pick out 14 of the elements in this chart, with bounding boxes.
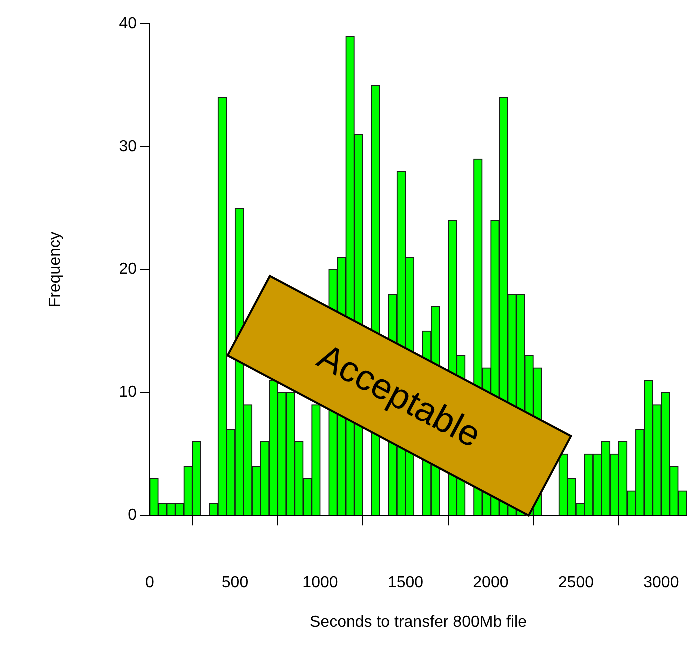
x-tick-label: 1500 xyxy=(388,574,424,592)
x-tick-label: 500 xyxy=(222,574,249,592)
y-tick-label: 20 xyxy=(119,261,138,278)
x-axis-title: Seconds to transfer 800Mb file xyxy=(310,614,528,631)
x-tick-label: 3000 xyxy=(644,574,680,592)
y-tick-label: 0 xyxy=(128,507,138,524)
y-tick-label: 40 xyxy=(119,15,138,32)
x-tick-label: 2500 xyxy=(558,574,594,592)
x-tick-label: 2000 xyxy=(473,574,509,592)
y-tick-label: 30 xyxy=(119,138,138,156)
y-axis-title: Frequency xyxy=(47,232,64,308)
y-tick-label: 10 xyxy=(119,384,138,402)
x-tick-label: 0 xyxy=(146,574,155,592)
x-tick-label: 1000 xyxy=(302,574,338,592)
